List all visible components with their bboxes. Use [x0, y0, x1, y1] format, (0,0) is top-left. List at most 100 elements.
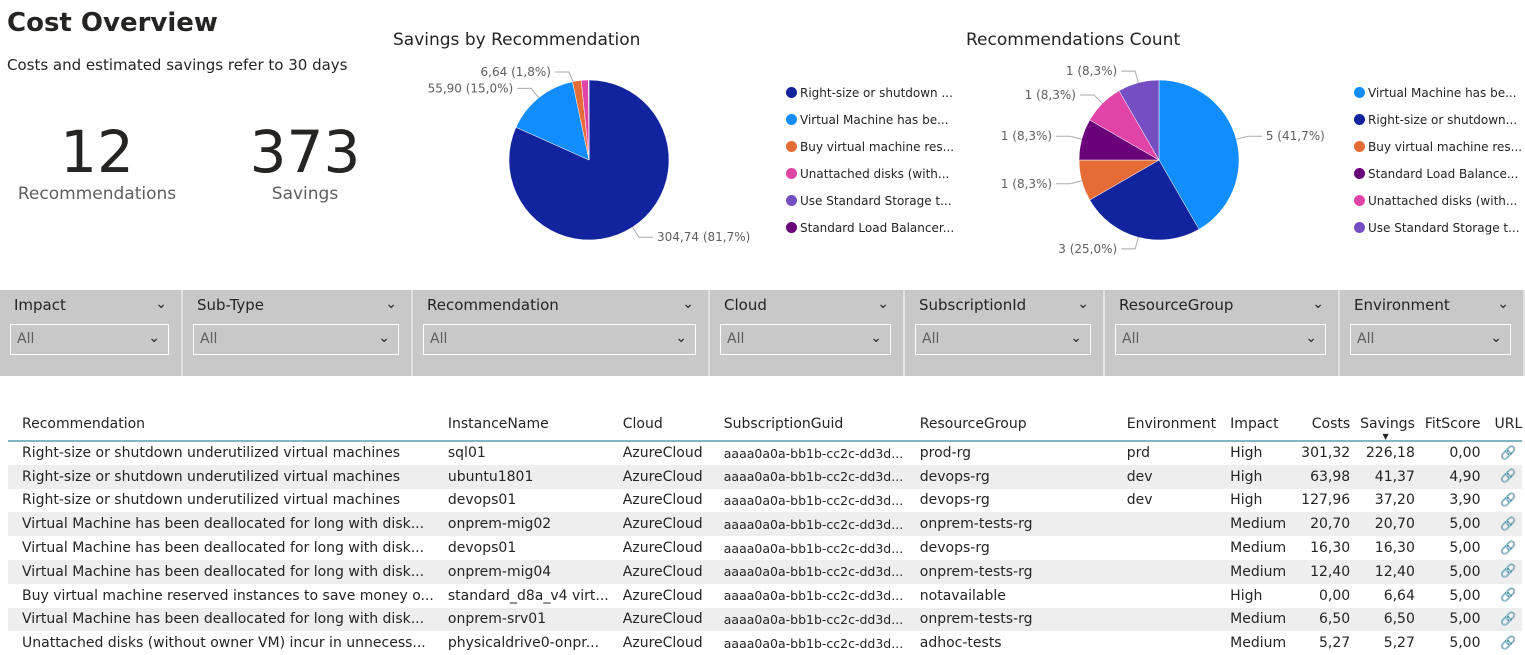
- legend-label: Virtual Machine has be...: [1368, 86, 1517, 100]
- cell-environment: [1113, 608, 1216, 632]
- legend-item[interactable]: Use Standard Storage t...: [1354, 214, 1522, 241]
- legend-item[interactable]: Buy virtual machine res...: [786, 133, 954, 160]
- table-row[interactable]: Right-size or shutdown underutilized vir…: [8, 441, 1522, 465]
- column-header-environment[interactable]: Environment: [1113, 407, 1216, 441]
- legend-item[interactable]: Standard Load Balancer...: [786, 214, 954, 241]
- slicer-resourcegroup: ResourceGroup⌄All⌄: [1105, 290, 1340, 376]
- link-icon[interactable]: 🔗: [1481, 560, 1523, 584]
- cell-resourcegroup: onprem-tests-rg: [906, 512, 1113, 536]
- slicer-value: All: [922, 331, 939, 347]
- cell-recommendation: Unattached disks (without owner VM) incu…: [8, 631, 434, 655]
- link-icon[interactable]: 🔗: [1481, 489, 1523, 513]
- column-header-subscriptionguid[interactable]: SubscriptionGuid: [710, 407, 906, 441]
- legend-item[interactable]: Right-size or shutdown ...: [786, 79, 954, 106]
- cell-instancename: onprem-mig02: [434, 512, 609, 536]
- link-icon[interactable]: 🔗: [1481, 631, 1523, 655]
- column-header-cloud[interactable]: Cloud: [609, 407, 710, 441]
- legend-label: Unattached disks (with...: [800, 167, 949, 181]
- slicer-value: All: [1357, 331, 1374, 347]
- cell-cloud: AzureCloud: [609, 465, 710, 489]
- table-row[interactable]: Buy virtual machine reserved instances t…: [8, 584, 1522, 608]
- cell-fitscore: 5,00: [1415, 536, 1481, 560]
- legend-item[interactable]: Use Standard Storage t...: [786, 187, 954, 214]
- cell-savings: 37,20: [1350, 489, 1415, 513]
- chevron-down-icon[interactable]: ⌄: [877, 296, 889, 312]
- slicer-dropdown[interactable]: All⌄: [10, 324, 169, 355]
- chevron-down-icon[interactable]: ⌄: [1077, 296, 1089, 312]
- chevron-down-icon[interactable]: ⌄: [682, 296, 694, 312]
- slicer-dropdown[interactable]: All⌄: [720, 324, 891, 355]
- link-icon[interactable]: 🔗: [1481, 441, 1523, 465]
- slicer-title: Recommendation: [427, 296, 559, 314]
- cell-savings: 41,37: [1350, 465, 1415, 489]
- legend-label: Right-size or shutdown ...: [800, 86, 953, 100]
- chevron-down-icon: ⌄: [1070, 330, 1082, 346]
- cell-resourcegroup: devops-rg: [906, 489, 1113, 513]
- cell-cloud: AzureCloud: [609, 608, 710, 632]
- link-icon[interactable]: 🔗: [1481, 584, 1523, 608]
- data-label: 1 (8,3%): [1025, 88, 1076, 102]
- chevron-down-icon[interactable]: ⌄: [155, 296, 167, 312]
- cell-impact: Medium: [1216, 536, 1288, 560]
- column-header-fitscore[interactable]: FitScore: [1415, 407, 1481, 441]
- legend-item[interactable]: Buy virtual machine res...: [1354, 133, 1522, 160]
- cell-fitscore: 5,00: [1415, 512, 1481, 536]
- legend-item[interactable]: Virtual Machine has be...: [786, 106, 954, 133]
- table-row[interactable]: Virtual Machine has been deallocated for…: [8, 536, 1522, 560]
- legend-item[interactable]: Right-size or shutdown...: [1354, 106, 1522, 133]
- slicer-dropdown[interactable]: All⌄: [423, 324, 696, 355]
- legend-item[interactable]: Virtual Machine has be...: [1354, 79, 1522, 106]
- table-row[interactable]: Unattached disks (without owner VM) incu…: [8, 631, 1522, 655]
- data-label: 1 (8,3%): [1001, 129, 1052, 143]
- data-label: 6,64 (1,8%): [481, 65, 551, 79]
- cell-resourcegroup: adhoc-tests: [906, 631, 1113, 655]
- cell-instancename: sql01: [434, 441, 609, 465]
- chevron-down-icon[interactable]: ⌄: [1497, 296, 1509, 312]
- link-icon[interactable]: 🔗: [1481, 512, 1523, 536]
- slicer-dropdown[interactable]: All⌄: [193, 324, 399, 355]
- link-icon[interactable]: 🔗: [1481, 465, 1523, 489]
- table-row[interactable]: Right-size or shutdown underutilized vir…: [8, 489, 1522, 513]
- column-header-impact[interactable]: Impact: [1216, 407, 1288, 441]
- column-header-savings[interactable]: Savings▼: [1350, 407, 1415, 441]
- cell-environment: [1113, 584, 1216, 608]
- slicer-dropdown[interactable]: All⌄: [1115, 324, 1326, 355]
- chart-title-savings: Savings by Recommendation: [393, 30, 640, 50]
- column-header-url[interactable]: URL: [1481, 407, 1523, 441]
- link-icon[interactable]: 🔗: [1481, 536, 1523, 560]
- link-icon[interactable]: 🔗: [1481, 608, 1523, 632]
- cell-resourcegroup: onprem-tests-rg: [906, 608, 1113, 632]
- column-header-resourcegroup[interactable]: ResourceGroup: [906, 407, 1113, 441]
- legend-item[interactable]: Standard Load Balance...: [1354, 160, 1522, 187]
- table-row[interactable]: Right-size or shutdown underutilized vir…: [8, 465, 1522, 489]
- chevron-down-icon[interactable]: ⌄: [1312, 296, 1324, 312]
- chevron-down-icon[interactable]: ⌄: [385, 296, 397, 312]
- legend-dot-icon: [786, 195, 797, 206]
- slicer-dropdown[interactable]: All ⌄: [915, 324, 1091, 355]
- column-header-instancename[interactable]: InstanceName: [434, 407, 609, 441]
- cell-savings: 6,64: [1350, 584, 1415, 608]
- column-header-costs[interactable]: Costs: [1288, 407, 1350, 441]
- legend-item[interactable]: Unattached disks (with...: [786, 160, 954, 187]
- slicer-impact: Impact⌄All⌄: [0, 290, 183, 376]
- legend-item[interactable]: Unattached disks (with...: [1354, 187, 1522, 214]
- legend-dot-icon: [786, 87, 797, 98]
- kpi-value: 12: [7, 120, 187, 184]
- column-header-label: Savings: [1360, 416, 1415, 432]
- column-header-recommendation[interactable]: Recommendation: [8, 407, 434, 441]
- table-row[interactable]: Virtual Machine has been deallocated for…: [8, 608, 1522, 632]
- legend-dot-icon: [786, 114, 797, 125]
- table-row[interactable]: Virtual Machine has been deallocated for…: [8, 560, 1522, 584]
- cell-fitscore: 0,00: [1415, 441, 1481, 465]
- cell-subscriptionguid: aaaa0a0a-bb1b-cc2c-dd3d...: [710, 631, 906, 655]
- cell-impact: High: [1216, 489, 1288, 513]
- legend-label: Standard Load Balancer...: [800, 221, 954, 235]
- cell-instancename: physicaldrive0-onpr...: [434, 631, 609, 655]
- legend-dot-icon: [786, 141, 797, 152]
- cell-subscriptionguid: aaaa0a0a-bb1b-cc2c-dd3d...: [710, 560, 906, 584]
- column-header-label: Costs: [1312, 416, 1350, 432]
- savings-pie-chart: 304,74 (81,7%)55,90 (15,0%)6,64 (1,8%): [380, 55, 780, 255]
- slicer-dropdown[interactable]: All⌄: [1350, 324, 1511, 355]
- table-row[interactable]: Virtual Machine has been deallocated for…: [8, 512, 1522, 536]
